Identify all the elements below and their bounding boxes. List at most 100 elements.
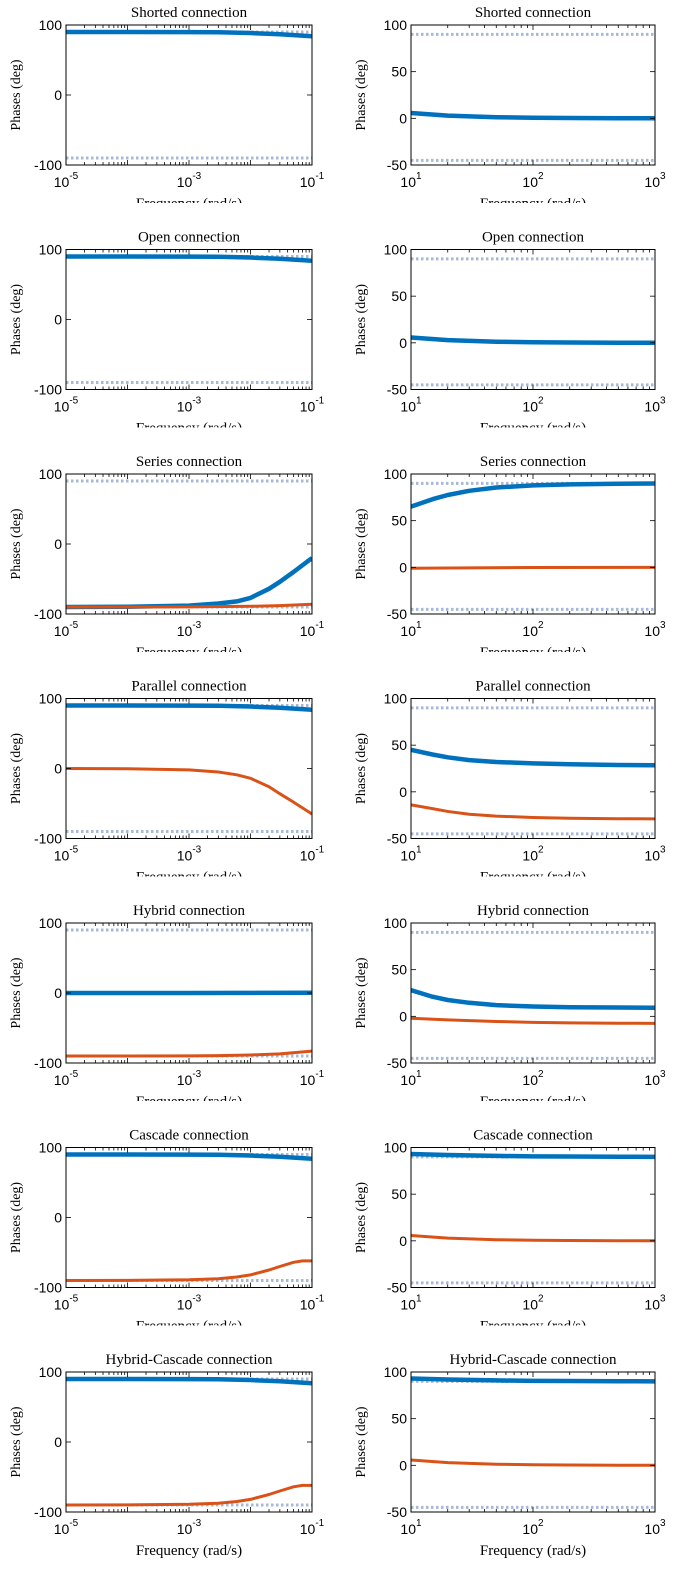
y-tick-label: 50 bbox=[391, 64, 407, 80]
axes-box bbox=[65, 249, 313, 390]
subplot-title: Parallel connection bbox=[475, 679, 591, 695]
x-tick-label: 101 bbox=[400, 1069, 422, 1088]
axes-box bbox=[410, 1371, 656, 1513]
y-tick-label: -100 bbox=[34, 1280, 62, 1296]
y-axis-label: Phases (deg) bbox=[354, 284, 369, 355]
x-axis-label: Frequency (rad/s) bbox=[480, 196, 586, 212]
y-tick-label: 100 bbox=[39, 242, 63, 258]
x-tick-label: 101 bbox=[400, 171, 422, 190]
y-axis-label: Phases (deg) bbox=[9, 957, 24, 1028]
series-line-blue bbox=[66, 1152, 312, 1161]
y-tick-label: -50 bbox=[387, 831, 407, 847]
x-axis-label: Frequency (rad/s) bbox=[480, 1543, 586, 1559]
y-tick-label: -50 bbox=[387, 157, 407, 173]
axes-box bbox=[410, 24, 656, 166]
subplot-2: -50 0 50 100 101 102 103 Shorted connection Phas… bbox=[354, 5, 666, 212]
subplot-title: Hybrid connection bbox=[133, 903, 246, 919]
x-tick-label: 10-1 bbox=[300, 396, 325, 415]
axes-box bbox=[410, 922, 656, 1064]
y-tick-label: -100 bbox=[34, 831, 62, 847]
y-tick-label: -50 bbox=[387, 1055, 407, 1071]
x-tick-label: 101 bbox=[400, 620, 422, 639]
y-tick-label: 0 bbox=[399, 335, 407, 351]
y-tick-label: 0 bbox=[54, 312, 62, 328]
x-axis-label: Frequency (rad/s) bbox=[136, 645, 242, 661]
y-tick-label: 50 bbox=[391, 1411, 407, 1427]
x-tick-label: 101 bbox=[400, 1294, 422, 1313]
y-tick-label: 100 bbox=[384, 691, 408, 707]
subplot-title: Open connection bbox=[482, 230, 585, 246]
y-tick-label: 100 bbox=[39, 17, 63, 33]
x-tick-label: 10-3 bbox=[177, 396, 202, 415]
subplot-6: -50 0 50 100 101 102 103 Series connection Phase… bbox=[354, 454, 666, 661]
y-tick-label: 0 bbox=[399, 110, 407, 126]
y-tick-label: 100 bbox=[39, 691, 63, 707]
x-axis-label: Frequency (rad/s) bbox=[480, 1094, 586, 1110]
axes-box bbox=[410, 1147, 656, 1288]
y-tick-label: 0 bbox=[399, 1457, 407, 1473]
series-line-orange bbox=[411, 565, 655, 570]
subplot-title: Hybrid-Cascade connection bbox=[449, 1352, 617, 1368]
subplot-4: -50 0 50 100 101 102 103 Open connection Phases … bbox=[354, 230, 666, 428]
y-tick-label: 0 bbox=[399, 1233, 407, 1249]
series-line-orange bbox=[66, 1049, 312, 1058]
x-axis-label: Frequency (rad/s) bbox=[480, 870, 586, 886]
x-tick-label: 103 bbox=[644, 1294, 666, 1313]
y-tick-label: -50 bbox=[387, 606, 407, 622]
series-line-blue bbox=[66, 1376, 312, 1386]
y-tick-label: 100 bbox=[384, 466, 408, 482]
x-tick-label: 10-5 bbox=[54, 1294, 79, 1313]
series-line-orange bbox=[411, 1016, 655, 1025]
series-line-orange bbox=[66, 602, 312, 609]
subplot-13: -100 0 100 10-5 10-3 10-1 Hybrid-Cascade conne… bbox=[9, 1352, 325, 1559]
subplot-8: -50 0 50 100 101 102 103 Parallel connection Pha… bbox=[354, 679, 666, 886]
x-axis-label: Frequency (rad/s) bbox=[480, 645, 586, 661]
y-tick-label: 100 bbox=[384, 242, 408, 258]
subplot-5: -100 0 100 10-5 10-3 10-1 Series connection Pha… bbox=[9, 454, 325, 661]
subplot-9: -100 0 100 10-5 10-3 10-1 Hybrid connection Pha… bbox=[9, 903, 325, 1110]
y-tick-label: 0 bbox=[54, 536, 62, 552]
x-axis-label: Frequency (rad/s) bbox=[136, 196, 242, 212]
y-axis-label: Phases (deg) bbox=[354, 59, 369, 130]
y-tick-label: -100 bbox=[34, 1504, 62, 1520]
x-tick-label: 10-5 bbox=[54, 845, 79, 864]
x-axis-label: Frequency (rad/s) bbox=[136, 1094, 242, 1110]
x-tick-label: 102 bbox=[522, 396, 544, 415]
series-line-blue bbox=[66, 556, 312, 610]
x-tick-label: 103 bbox=[644, 396, 666, 415]
y-tick-label: -50 bbox=[387, 1280, 407, 1296]
x-tick-label: 102 bbox=[522, 620, 544, 639]
y-axis-label: Phases (deg) bbox=[354, 508, 369, 579]
y-axis-label: Phases (deg) bbox=[354, 1182, 369, 1253]
x-tick-label: 10-1 bbox=[300, 845, 325, 864]
series-line-orange bbox=[66, 1259, 312, 1282]
subplot-title: Hybrid connection bbox=[477, 903, 590, 919]
y-tick-label: 0 bbox=[54, 1434, 62, 1450]
y-tick-label: -100 bbox=[34, 606, 62, 622]
x-tick-label: 10-1 bbox=[300, 1294, 325, 1313]
series-line-blue bbox=[66, 703, 312, 712]
y-tick-label: -100 bbox=[34, 157, 62, 173]
x-tick-label: 103 bbox=[644, 171, 666, 190]
series-line-orange bbox=[66, 1483, 312, 1507]
x-tick-label: 103 bbox=[644, 620, 666, 639]
x-tick-label: 10-5 bbox=[54, 396, 79, 415]
subplot-title: Parallel connection bbox=[131, 679, 247, 695]
x-tick-label: 101 bbox=[400, 396, 422, 415]
y-axis-label: Phases (deg) bbox=[354, 1406, 369, 1477]
axes-box bbox=[410, 249, 656, 390]
subplot-title: Cascade connection bbox=[473, 1128, 593, 1144]
series-line-blue bbox=[66, 254, 312, 263]
x-axis-label: Frequency (rad/s) bbox=[136, 1543, 242, 1559]
series-line-blue bbox=[411, 481, 655, 509]
subplot-7: -100 0 100 10-5 10-3 10-1 Parallel connection P… bbox=[9, 679, 325, 877]
x-tick-label: 10-3 bbox=[177, 1069, 202, 1088]
y-tick-label: 100 bbox=[384, 915, 408, 931]
y-tick-label: -50 bbox=[387, 1504, 407, 1520]
x-tick-label: 103 bbox=[644, 845, 666, 864]
subplot-title: Shorted connection bbox=[131, 5, 248, 21]
series-line-orange bbox=[411, 1234, 655, 1243]
y-axis-label: Phases (deg) bbox=[354, 957, 369, 1028]
y-tick-label: 0 bbox=[399, 559, 407, 575]
